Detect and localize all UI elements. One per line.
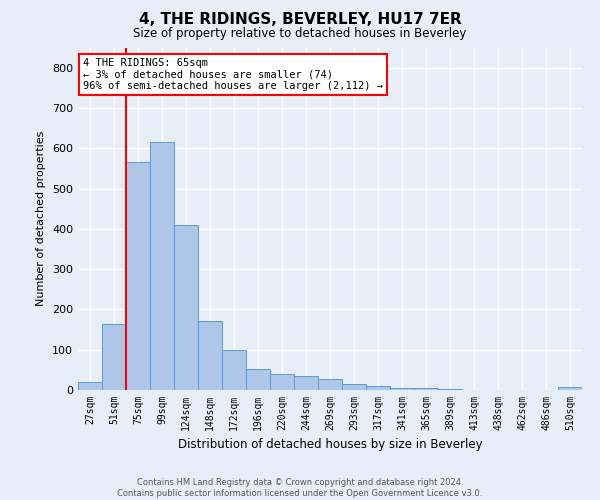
- Bar: [222, 350, 246, 390]
- Bar: [102, 324, 126, 390]
- Text: Size of property relative to detached houses in Beverley: Size of property relative to detached ho…: [133, 28, 467, 40]
- Bar: [150, 142, 174, 390]
- Bar: [294, 376, 318, 390]
- Bar: [342, 384, 366, 390]
- Bar: [438, 389, 462, 390]
- Bar: [270, 374, 294, 390]
- Bar: [414, 388, 438, 390]
- Bar: [174, 225, 198, 390]
- Text: 4 THE RIDINGS: 65sqm
← 3% of detached houses are smaller (74)
96% of semi-detach: 4 THE RIDINGS: 65sqm ← 3% of detached ho…: [83, 58, 383, 91]
- Bar: [198, 320, 222, 390]
- Bar: [246, 369, 270, 390]
- Bar: [558, 387, 582, 390]
- Bar: [78, 382, 102, 390]
- Bar: [366, 386, 390, 390]
- Bar: [318, 378, 342, 390]
- X-axis label: Distribution of detached houses by size in Beverley: Distribution of detached houses by size …: [178, 438, 482, 452]
- Bar: [126, 162, 150, 390]
- Y-axis label: Number of detached properties: Number of detached properties: [37, 131, 46, 306]
- Bar: [390, 388, 414, 390]
- Text: 4, THE RIDINGS, BEVERLEY, HU17 7ER: 4, THE RIDINGS, BEVERLEY, HU17 7ER: [139, 12, 461, 28]
- Text: Contains HM Land Registry data © Crown copyright and database right 2024.
Contai: Contains HM Land Registry data © Crown c…: [118, 478, 482, 498]
